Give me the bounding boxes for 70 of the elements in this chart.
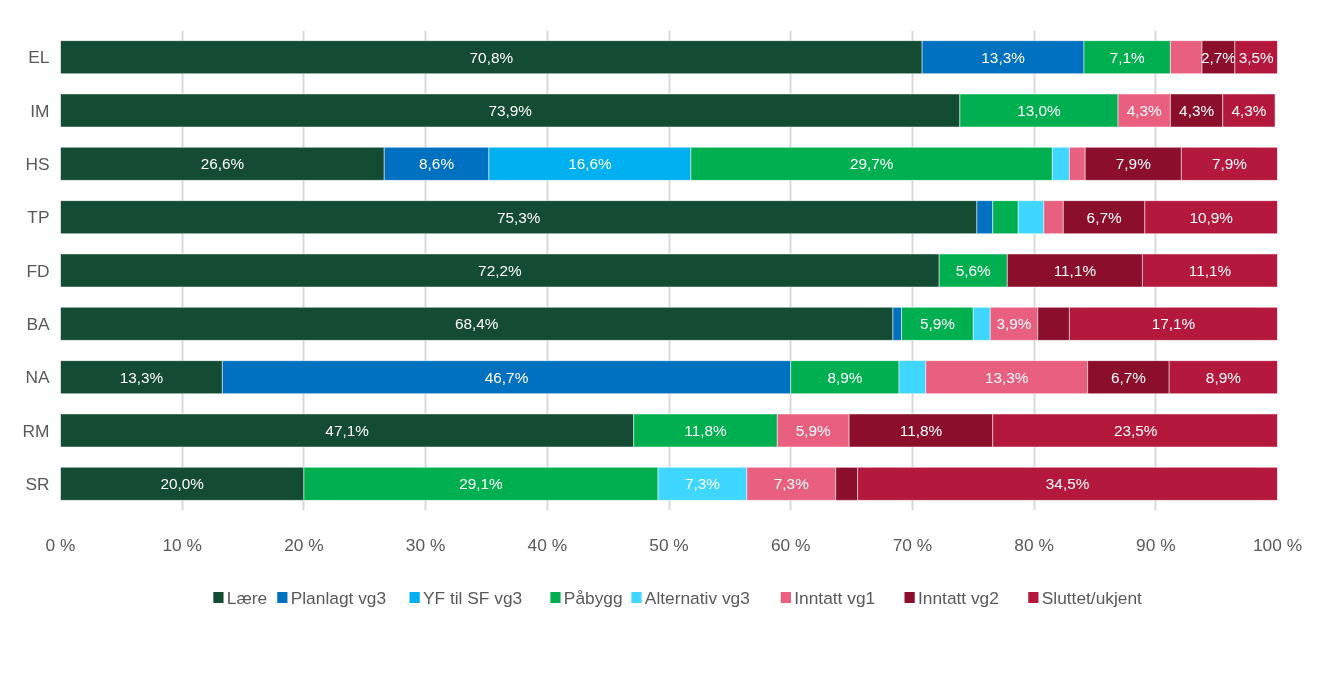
data-label: 73,9%: [488, 102, 533, 119]
data-label: 4,3%: [1179, 102, 1215, 119]
y-tick-label: HS: [25, 153, 50, 174]
x-tick-label: 40 %: [527, 534, 568, 555]
data-label: 20,0%: [160, 475, 205, 493]
legend-label: Inntatt vg1: [794, 587, 876, 608]
x-tick-label: 20 %: [284, 534, 324, 555]
data-label: 17,1%: [1151, 315, 1196, 333]
data-label: 72,2%: [478, 262, 522, 279]
y-tick-label: BA: [26, 313, 50, 334]
x-tick-label: 60 %: [770, 534, 811, 555]
data-label: 11,1%: [1053, 262, 1097, 279]
data-label: 34,5%: [1045, 475, 1090, 493]
data-label: 11,8%: [684, 422, 728, 439]
legend-label: Inntatt vg2: [917, 587, 999, 608]
x-tick-label: 0 %: [45, 534, 76, 555]
data-label: 7,9%: [1211, 155, 1248, 173]
data-label: 13,3%: [984, 368, 1029, 386]
y-tick-label: NA: [25, 367, 50, 388]
data-label: 46,7%: [484, 368, 529, 386]
data-label: 6,7%: [1086, 208, 1122, 226]
x-tick-label: 70 %: [892, 534, 933, 555]
y-tick-label: RM: [22, 420, 50, 441]
data-label: 29,7%: [849, 155, 894, 173]
data-label: 68,4%: [454, 315, 499, 333]
data-label: 3,9%: [996, 315, 1032, 333]
data-label: 23,5%: [1113, 422, 1158, 439]
data-label: 13,0%: [1017, 102, 1062, 119]
x-tick-label: 90 %: [1136, 534, 1176, 555]
data-label: 7,3%: [773, 475, 810, 493]
legend-label: Sluttet/ukjent: [1041, 587, 1143, 608]
data-label: 75,3%: [496, 208, 541, 226]
data-label: 5,6%: [955, 262, 992, 279]
y-tick-label: FD: [26, 260, 50, 281]
y-tick-label: SR: [25, 473, 50, 494]
data-label: 13,3%: [981, 48, 1026, 66]
data-label: 70,8%: [469, 48, 514, 66]
data-label: 8,6%: [419, 155, 455, 173]
data-label: 4,3%: [1126, 102, 1163, 119]
data-label: 7,1%: [1109, 48, 1146, 66]
data-label: 4,3%: [1231, 102, 1267, 119]
y-tick-label: EL: [28, 47, 50, 68]
x-tick-label: 50 %: [649, 534, 689, 555]
x-tick-label: 30 %: [405, 534, 446, 555]
legend-label: Lære: [226, 587, 268, 608]
legend-label: Planlagt vg3: [290, 587, 387, 608]
legend-label: Påbygg: [563, 587, 623, 608]
x-tick-label: 80 %: [1014, 534, 1054, 555]
data-label: 6,7%: [1110, 368, 1147, 386]
data-label: 8,9%: [827, 368, 863, 386]
data-label: 16,6%: [568, 155, 612, 173]
data-label: 10,9%: [1189, 208, 1234, 226]
x-tick-label: 100 %: [1252, 534, 1303, 555]
data-label: 5,9%: [795, 422, 832, 439]
data-label: 7,3%: [685, 475, 721, 493]
y-tick-label: TP: [27, 207, 50, 228]
data-label: 26,6%: [200, 155, 245, 173]
legend-label: YF til SF vg3: [423, 587, 523, 608]
data-label: 8,9%: [1205, 368, 1242, 386]
data-label: 7,9%: [1115, 155, 1152, 173]
data-label: 29,1%: [459, 475, 504, 493]
data-label: 11,8%: [899, 422, 943, 439]
data-label: 5,9%: [919, 315, 956, 333]
data-label: 3,5%: [1238, 48, 1275, 66]
x-tick-label: 10 %: [162, 534, 202, 555]
data-label: 13,3%: [119, 368, 164, 386]
y-tick-label: IM: [30, 100, 50, 121]
data-label: 11,1%: [1188, 262, 1232, 279]
legend-label: Alternativ vg3: [644, 587, 750, 608]
data-label: 47,1%: [325, 422, 370, 439]
